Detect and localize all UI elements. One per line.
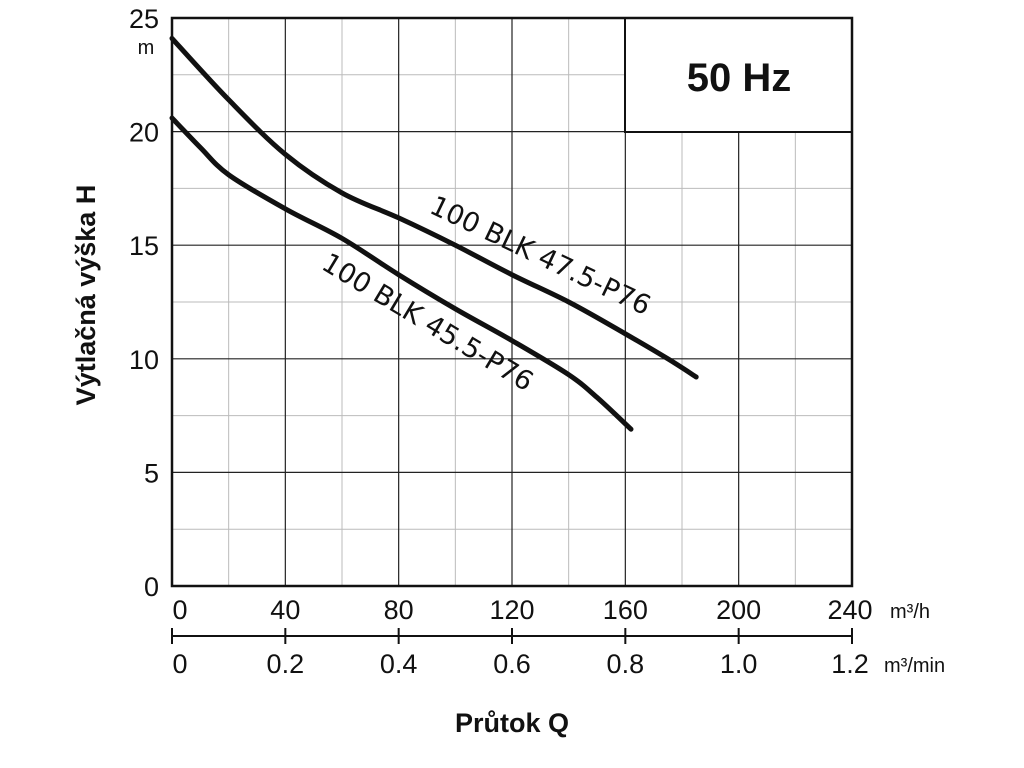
secondary-x-axis: 0 0.2 0.4 0.6 0.8 1.0 1.2 [171,628,869,679]
y-tick-label: 5 [144,458,159,488]
y-tick-labels: 0 5 10 15 20 25 [129,4,159,602]
x-tick-label-primary: 160 [603,595,648,625]
curve-line-47-5 [169,35,699,380]
x-tick-label-secondary: 0.6 [493,649,531,679]
x-tick-label-primary: 40 [270,595,300,625]
x-unit-secondary: m³/min [884,655,945,677]
x-tick-label-secondary: 1.2 [831,649,869,679]
x-axis-title: Průtok Q [455,708,569,738]
x-unit-primary: m³/h [890,601,930,623]
y-tick-label: 20 [129,118,159,148]
x-tick-label-secondary: 0.2 [267,649,305,679]
major-grid [172,18,852,586]
x-tick-label-primary: 120 [489,595,534,625]
y-unit-label: m [138,37,155,59]
plot-frame [170,16,854,588]
x-tick-label-primary: 0 [172,595,187,625]
x-tick-label-secondary: 0 [172,649,187,679]
x-tick-label-primary: 200 [716,595,761,625]
frequency-badge: 50 Hz [624,17,853,133]
x-tick-label-primary: 80 [384,595,414,625]
y-tick-label: 25 [129,4,159,34]
x-tick-label-secondary: 1.0 [720,649,758,679]
frequency-badge-box [624,17,853,133]
x-tick-labels-primary: 0 40 80 120 160 200 240 [172,595,872,625]
y-axis-title: Výtlačná výška H [71,185,101,406]
curves [169,35,699,432]
x-tick-label-secondary: 0.4 [380,649,418,679]
x-tick-label-secondary: 0.8 [607,649,645,679]
y-tick-label: 10 [129,345,159,375]
curve-line-45-5 [169,115,634,432]
y-tick-label: 0 [144,572,159,602]
frequency-badge-text: 50 Hz [687,56,792,100]
y-tick-label: 15 [129,231,159,261]
x-tick-label-primary: 240 [827,595,872,625]
